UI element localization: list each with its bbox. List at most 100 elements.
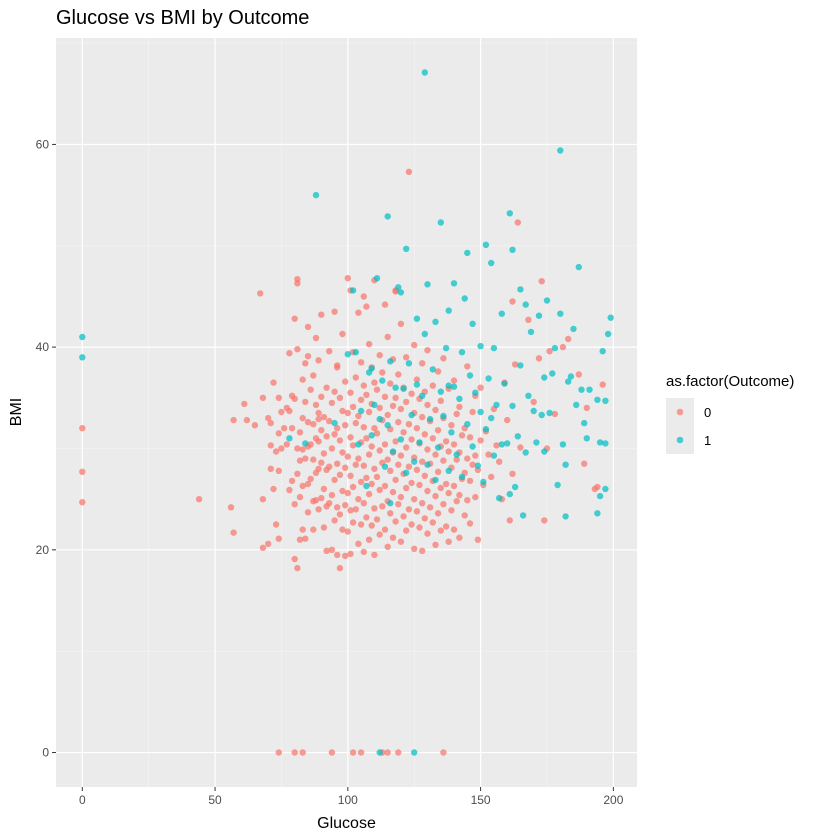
point-outcome-0 xyxy=(342,378,349,385)
point-outcome-0 xyxy=(323,547,330,554)
point-outcome-0 xyxy=(387,467,394,474)
point-outcome-0 xyxy=(395,418,402,426)
point-outcome-0 xyxy=(392,476,399,484)
point-outcome-1 xyxy=(392,384,399,391)
point-outcome-0 xyxy=(408,479,415,487)
point-outcome-1 xyxy=(400,385,407,392)
point-outcome-1 xyxy=(456,395,463,402)
point-outcome-0 xyxy=(365,490,373,498)
point-outcome-0 xyxy=(360,293,367,300)
point-outcome-0 xyxy=(419,360,426,367)
point-outcome-0 xyxy=(357,521,365,528)
point-outcome-0 xyxy=(429,519,436,526)
point-outcome-0 xyxy=(381,393,389,400)
point-outcome-0 xyxy=(493,442,500,449)
point-outcome-0 xyxy=(403,444,410,451)
point-outcome-1 xyxy=(482,426,490,433)
point-outcome-1 xyxy=(445,307,452,314)
point-outcome-1 xyxy=(607,314,614,321)
point-outcome-0 xyxy=(575,371,582,378)
point-outcome-0 xyxy=(466,434,474,441)
point-outcome-0 xyxy=(379,369,386,376)
legend: as.factor(Outcome) 0 1 xyxy=(666,373,794,454)
point-outcome-0 xyxy=(312,401,320,409)
point-outcome-1 xyxy=(384,422,391,429)
point-outcome-1 xyxy=(389,448,397,455)
point-outcome-0 xyxy=(594,483,601,491)
point-outcome-1 xyxy=(286,435,293,442)
point-outcome-0 xyxy=(373,473,381,481)
point-outcome-0 xyxy=(342,464,349,471)
point-outcome-1 xyxy=(594,510,601,517)
point-outcome-0 xyxy=(477,384,484,391)
point-outcome-0 xyxy=(453,410,460,418)
x-tick-label: 50 xyxy=(208,793,222,807)
point-outcome-0 xyxy=(405,421,413,428)
point-outcome-0 xyxy=(411,496,418,503)
point-outcome-0 xyxy=(299,376,306,383)
point-outcome-1 xyxy=(565,378,572,385)
point-outcome-0 xyxy=(466,477,474,485)
point-outcome-0 xyxy=(286,350,293,357)
point-outcome-0 xyxy=(315,506,322,513)
point-outcome-1 xyxy=(371,401,378,409)
point-outcome-0 xyxy=(347,389,354,396)
point-outcome-1 xyxy=(501,380,508,387)
point-outcome-0 xyxy=(403,484,410,492)
point-outcome-0 xyxy=(342,422,349,429)
point-outcome-1 xyxy=(522,301,529,308)
point-outcome-0 xyxy=(408,521,415,528)
point-outcome-1 xyxy=(453,451,460,458)
point-outcome-0 xyxy=(583,404,590,412)
point-outcome-0 xyxy=(509,470,516,477)
point-outcome-0 xyxy=(445,489,452,497)
y-axis-title: BMI xyxy=(8,398,25,426)
point-outcome-1 xyxy=(602,397,609,404)
point-outcome-0 xyxy=(434,368,442,375)
point-outcome-0 xyxy=(288,477,296,485)
point-outcome-0 xyxy=(424,487,431,495)
point-outcome-0 xyxy=(419,500,426,507)
point-outcome-0 xyxy=(397,493,405,501)
point-outcome-0 xyxy=(331,517,338,524)
point-outcome-0 xyxy=(312,334,320,342)
point-outcome-0 xyxy=(272,521,280,528)
point-outcome-0 xyxy=(352,461,359,468)
point-outcome-1 xyxy=(557,310,564,317)
point-outcome-1 xyxy=(557,147,564,154)
point-outcome-0 xyxy=(328,445,336,452)
x-tick-label: 100 xyxy=(338,793,358,807)
y-tick-label: 0 xyxy=(42,746,49,760)
point-outcome-0 xyxy=(381,301,389,308)
point-outcome-1 xyxy=(519,512,527,519)
point-outcome-0 xyxy=(296,429,304,436)
point-outcome-0 xyxy=(315,357,322,364)
point-outcome-0 xyxy=(294,564,301,572)
point-outcome-0 xyxy=(315,409,322,417)
point-outcome-0 xyxy=(347,507,354,514)
point-outcome-0 xyxy=(302,535,309,542)
point-outcome-1 xyxy=(363,482,370,490)
point-outcome-0 xyxy=(541,517,548,524)
point-outcome-0 xyxy=(469,461,476,468)
point-outcome-0 xyxy=(355,309,362,316)
point-outcome-0 xyxy=(373,516,381,523)
point-outcome-0 xyxy=(371,551,378,559)
point-outcome-1 xyxy=(344,351,351,358)
point-outcome-1 xyxy=(533,439,540,446)
point-outcome-1 xyxy=(424,461,431,468)
x-axis-title: Glucose xyxy=(317,815,376,832)
point-outcome-1 xyxy=(411,458,418,465)
chart-title: Glucose vs BMI by Outcome xyxy=(56,7,309,29)
point-outcome-1 xyxy=(464,249,471,257)
point-outcome-0 xyxy=(291,555,298,563)
point-outcome-1 xyxy=(527,328,535,336)
point-outcome-0 xyxy=(315,415,322,423)
point-outcome-0 xyxy=(267,442,274,449)
point-outcome-1 xyxy=(522,449,529,456)
point-outcome-1 xyxy=(381,463,389,470)
point-outcome-0 xyxy=(230,529,237,536)
point-outcome-1 xyxy=(352,349,359,356)
point-outcome-0 xyxy=(551,410,559,418)
point-outcome-0 xyxy=(458,432,466,439)
